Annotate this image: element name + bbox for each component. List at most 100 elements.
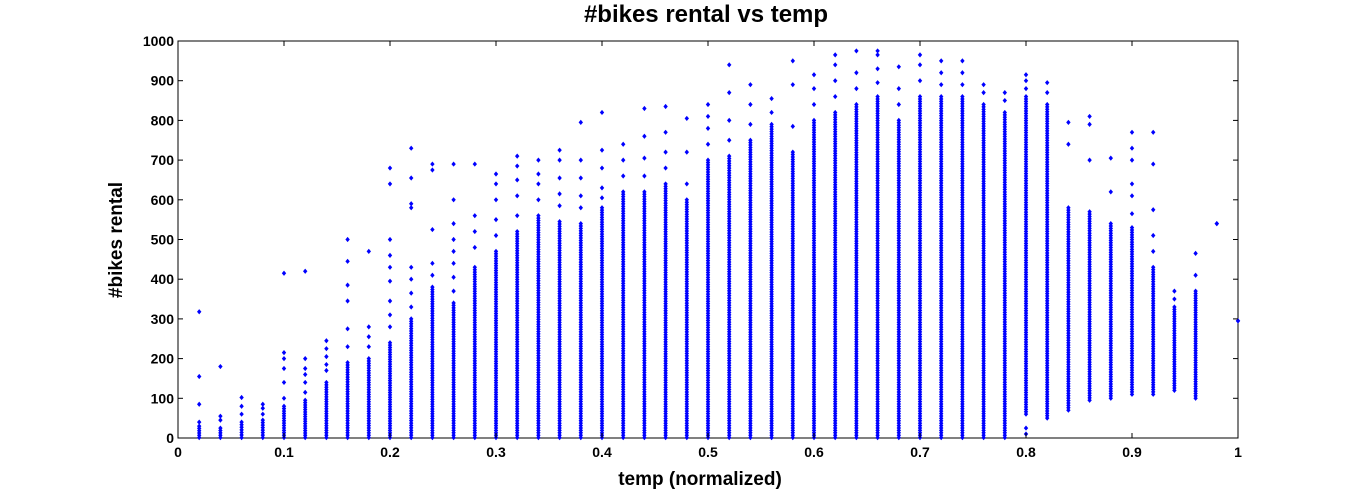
x-tick-label: 0.9 [1122,444,1142,460]
data-point [790,123,795,129]
y-tick-label: 100 [151,390,175,406]
data-point [1235,318,1241,324]
data-point [875,52,880,58]
data-point [875,93,880,100]
data-point [939,58,944,64]
data-point [1023,93,1029,100]
data-point [875,66,880,72]
data-point [790,149,795,155]
data-point [515,193,520,199]
data-point [345,258,350,264]
data-point [748,101,753,108]
data-point [324,346,329,352]
data-point [345,344,350,350]
data-point [790,58,795,64]
data-point [281,270,287,276]
data-point [345,236,350,243]
data-point [917,93,923,100]
data-point [324,354,329,360]
data-point [303,397,308,403]
data-point [345,298,350,304]
data-point [409,276,414,282]
data-point [684,149,689,155]
data-point [366,356,371,362]
data-point [409,145,414,151]
data-point [663,181,668,187]
data-point [896,101,901,108]
data-point [748,121,753,127]
data-point [917,62,923,68]
x-tick-label: 0.6 [804,444,824,460]
data-point [387,252,393,258]
data-point [239,419,244,425]
data-point [1129,224,1135,231]
data-point [536,171,541,177]
data-point [345,326,350,332]
data-point [663,149,668,155]
data-point [303,371,308,378]
data-point [303,389,308,395]
data-point [197,373,202,380]
data-point [833,52,838,58]
data-point [621,189,626,195]
data-point [642,189,647,195]
y-tick-label: 200 [151,351,175,367]
data-point [1193,272,1198,278]
data-point [663,129,668,135]
data-point [557,203,562,209]
data-point [599,195,605,201]
x-tick-label: 0 [174,444,182,460]
data-point [684,197,689,203]
x-tick-label: 0.8 [1016,444,1036,460]
y-axis: 0 100 200 300 400 500 600 700 800 900 1000 [143,33,1238,446]
x-axis: 0 0.1 0.2 0.3 0.4 0.5 0.6 0.7 0.8 0.9 1 [174,41,1242,460]
data-point [896,86,901,92]
data-point [854,48,859,54]
data-point [769,109,774,116]
data-point [409,264,414,270]
data-point [387,236,393,243]
data-point [642,105,647,112]
data-point [811,72,817,78]
data-point [578,175,583,181]
data-point [409,290,414,296]
data-point [642,133,647,139]
data-point [387,298,393,304]
data-point [260,405,265,411]
data-point [1172,296,1177,302]
data-point [1002,90,1007,96]
data-point [1045,80,1050,86]
data-point [1172,304,1177,310]
data-point [409,304,414,310]
data-point [833,78,838,84]
data-point [515,213,520,219]
data-point [451,236,456,243]
data-point [1066,205,1071,211]
data-point [493,181,499,187]
data-point [578,157,583,163]
data-point [1151,129,1156,135]
data-point [303,356,308,362]
data-point [1129,157,1135,163]
data-point [451,221,456,227]
data-point [811,117,817,123]
data-point [218,413,223,419]
x-axis-label: temp (normalized) [618,469,782,490]
data-point [197,423,202,429]
data-point [430,161,435,167]
data-point [303,365,308,372]
y-tick-label: 0 [166,430,174,446]
data-point [430,167,435,173]
data-point [345,359,350,366]
data-point [387,278,393,284]
data-point [1193,250,1198,256]
data-point [790,82,795,88]
data-point [472,264,477,270]
y-tick-label: 600 [151,192,175,208]
data-point [536,181,541,187]
data-point [1108,221,1113,227]
data-point [451,288,456,294]
data-point [1151,207,1156,213]
y-tick-label: 800 [151,112,175,128]
data-point [260,411,265,417]
